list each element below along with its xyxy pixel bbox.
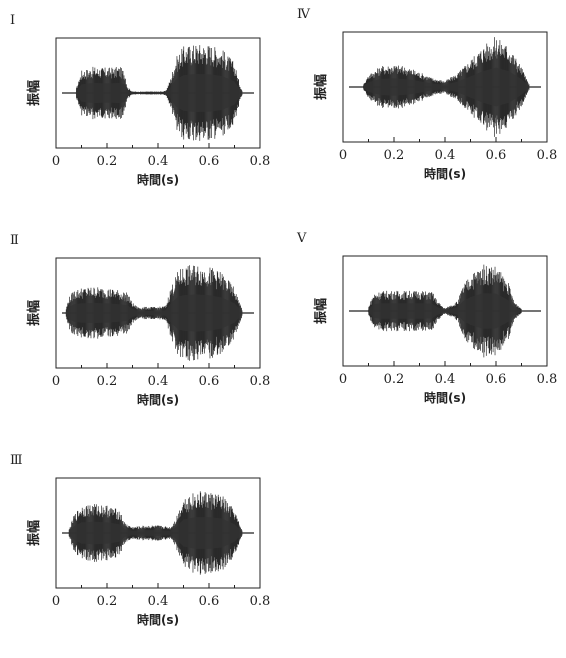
x-tick-label: 0.8 (537, 372, 558, 387)
x-tick-label: 0.8 (250, 594, 271, 609)
y-axis-label: 振幅 (313, 74, 329, 100)
panel-label: Ⅲ (10, 453, 23, 468)
waveform-series (343, 37, 547, 137)
x-tick-label: 0 (52, 154, 60, 169)
waveform-core (343, 293, 547, 329)
waveform-core (56, 74, 260, 112)
x-tick-label: 0.6 (199, 374, 220, 389)
waveform-series (56, 491, 260, 575)
waveform-core (343, 67, 547, 107)
waveform-core (56, 517, 260, 549)
waveform-panel-4: Ⅳ 0 0.2 0.4 0.6 0.8 時間(s) 振幅 (295, 2, 565, 212)
panel-label: Ⅰ (10, 13, 15, 28)
x-tick-label: 0.8 (537, 148, 558, 163)
waveform-series (343, 264, 547, 358)
x-tick-label: 0.6 (486, 148, 507, 163)
x-tick-label: 0.6 (486, 372, 507, 387)
x-axis-label: 時間(s) (137, 392, 179, 407)
waveform-panel-1: Ⅰ 0 0.2 0.4 0.6 0.8 時間(s) 振幅 (8, 8, 278, 218)
x-tick-label: 0.4 (435, 372, 456, 387)
panel-label: Ⅱ (10, 233, 19, 248)
x-tick-label: 0.2 (384, 372, 405, 387)
x-tick-label: 0.2 (97, 154, 118, 169)
x-axis-label: 時間(s) (424, 390, 466, 405)
x-tick-label: 0.8 (250, 374, 271, 389)
x-axis-label: 時間(s) (137, 612, 179, 627)
waveform-panel-3: Ⅲ 0 0.2 0.4 0.6 0.8 時間(s) 振幅 (8, 448, 278, 658)
x-tick-label: 0.2 (384, 148, 405, 163)
x-tick-label: 0 (339, 372, 347, 387)
waveform-chart: Ⅲ 0 0.2 0.4 0.6 0.8 時間(s) 振幅 (10, 453, 271, 627)
x-tick-label: 0.4 (435, 148, 456, 163)
x-axis-label: 時間(s) (424, 166, 466, 181)
x-axis-label: 時間(s) (137, 172, 179, 187)
x-tick-label: 0 (52, 374, 60, 389)
y-axis-label: 振幅 (26, 300, 42, 326)
x-tick-label: 0.4 (148, 374, 169, 389)
waveform-series (56, 265, 260, 361)
panel-label: Ⅳ (297, 7, 311, 22)
x-tick-label: 0 (339, 148, 347, 163)
y-axis-label: 振幅 (26, 80, 42, 106)
x-tick-label: 0.6 (199, 154, 220, 169)
x-tick-label: 0 (52, 594, 60, 609)
x-tick-label: 0.4 (148, 154, 169, 169)
x-tick-label: 0.6 (199, 594, 220, 609)
x-tick-label: 0.8 (250, 154, 271, 169)
x-tick-label: 0.2 (97, 374, 118, 389)
y-axis-label: 振幅 (313, 298, 329, 324)
y-axis-label: 振幅 (26, 520, 42, 546)
x-tick-label: 0.2 (97, 594, 118, 609)
waveform-chart: Ⅱ 0 0.2 0.4 0.6 0.8 時間(s) 振幅 (10, 233, 271, 407)
waveform-series (56, 45, 260, 141)
x-tick-label: 0.4 (148, 594, 169, 609)
waveform-core (56, 294, 260, 332)
waveform-chart: Ⅳ 0 0.2 0.4 0.6 0.8 時間(s) 振幅 (297, 7, 558, 181)
waveform-panel-2: Ⅱ 0 0.2 0.4 0.6 0.8 時間(s) 振幅 (8, 228, 278, 438)
waveform-chart: Ⅰ 0 0.2 0.4 0.6 0.8 時間(s) 振幅 (10, 13, 271, 187)
panel-label: Ⅴ (296, 231, 307, 246)
waveform-chart: Ⅴ 0 0.2 0.4 0.6 0.8 時間(s) 振幅 (296, 231, 558, 405)
waveform-panel-5: Ⅴ 0 0.2 0.4 0.6 0.8 時間(s) 振幅 (295, 226, 565, 436)
